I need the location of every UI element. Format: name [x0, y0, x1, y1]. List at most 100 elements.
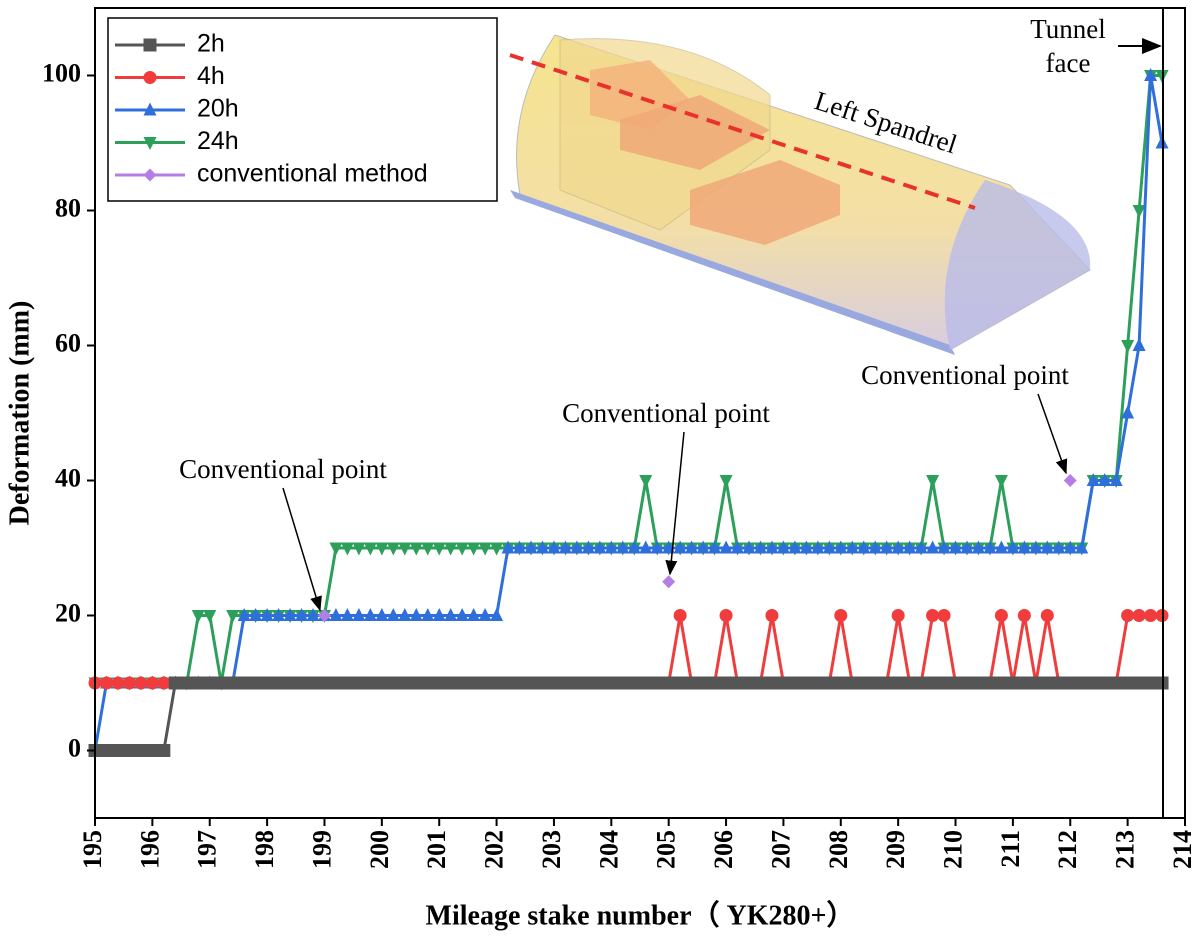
marker: [811, 540, 825, 554]
x-tick-label: 196: [135, 830, 164, 869]
marker: [203, 610, 217, 623]
marker: [272, 608, 286, 621]
marker: [283, 676, 297, 690]
marker: [937, 676, 951, 690]
marker: [398, 608, 412, 621]
marker: [765, 609, 779, 622]
x-tick-label: 209: [881, 830, 910, 869]
marker: [524, 676, 538, 690]
marker: [386, 608, 400, 621]
marker: [857, 676, 871, 690]
marker: [627, 540, 641, 554]
marker: [352, 608, 366, 621]
marker: [914, 540, 928, 554]
marker: [1029, 540, 1043, 554]
annotation: face: [1046, 48, 1091, 78]
marker: [1098, 676, 1112, 690]
marker: [122, 744, 136, 757]
marker: [799, 540, 813, 554]
marker: [673, 540, 687, 554]
marker: [949, 540, 963, 554]
marker: [1121, 340, 1135, 353]
marker: [547, 540, 561, 554]
marker: [731, 540, 745, 554]
marker: [765, 676, 779, 690]
marker: [799, 676, 813, 690]
marker: [99, 676, 113, 690]
marker: [558, 540, 572, 554]
marker: [1006, 540, 1020, 554]
marker: [1052, 540, 1066, 554]
y-tick-label: 80: [55, 193, 81, 222]
marker: [788, 676, 802, 690]
marker: [822, 540, 836, 554]
x-tick-label: 213: [1111, 830, 1140, 869]
marker: [880, 540, 894, 554]
marker: [478, 542, 492, 556]
marker: [1017, 676, 1031, 690]
marker: [891, 540, 905, 554]
marker: [363, 542, 377, 556]
marker: [742, 676, 756, 690]
marker: [168, 676, 182, 690]
marker: [719, 676, 733, 690]
marker: [272, 676, 286, 690]
marker: [1063, 474, 1077, 487]
marker: [765, 540, 779, 554]
marker: [1052, 676, 1066, 690]
marker: [994, 609, 1008, 622]
marker: [1086, 473, 1100, 486]
marker: [1029, 676, 1043, 690]
marker: [1063, 676, 1077, 690]
marker: [295, 608, 309, 621]
marker: [1017, 609, 1031, 622]
marker: [547, 676, 561, 690]
x-tick-label: 200: [365, 830, 394, 869]
marker: [616, 540, 630, 554]
marker: [662, 676, 676, 690]
marker: [834, 540, 848, 554]
marker: [444, 542, 458, 556]
marker: [822, 676, 836, 690]
marker: [1121, 609, 1135, 622]
marker: [708, 676, 722, 690]
marker: [673, 676, 687, 690]
marker: [983, 676, 997, 690]
marker: [99, 744, 113, 757]
marker: [983, 540, 997, 554]
marker: [455, 542, 469, 556]
marker: [1109, 473, 1123, 486]
marker: [558, 676, 572, 690]
marker: [455, 676, 469, 690]
marker: [868, 676, 882, 690]
marker: [570, 676, 584, 690]
x-tick-label: 210: [938, 830, 967, 869]
marker: [501, 540, 515, 554]
marker: [157, 744, 171, 757]
x-tick-label: 207: [766, 830, 795, 869]
y-tick-label: 60: [55, 328, 81, 357]
marker: [1075, 676, 1089, 690]
marker: [650, 540, 664, 554]
legend-label: 4h: [197, 62, 225, 90]
series-line: [95, 681, 1163, 752]
marker: [581, 676, 595, 690]
annotation: Conventional point: [562, 398, 770, 428]
marker: [685, 676, 699, 690]
marker: [1017, 540, 1031, 554]
x-tick-label: 205: [652, 830, 681, 869]
marker: [994, 475, 1008, 488]
x-axis-label: Mileage stake number（ YK280+）: [426, 898, 855, 931]
marker: [386, 542, 400, 556]
marker: [776, 540, 790, 554]
marker: [650, 676, 664, 690]
marker: [662, 575, 676, 589]
marker: [226, 610, 240, 623]
marker: [134, 676, 148, 690]
x-tick-label: 198: [250, 830, 279, 869]
arrow: [282, 487, 322, 612]
marker: [329, 608, 343, 621]
marker: [340, 608, 354, 621]
marker: [421, 676, 435, 690]
marker: [180, 676, 194, 690]
